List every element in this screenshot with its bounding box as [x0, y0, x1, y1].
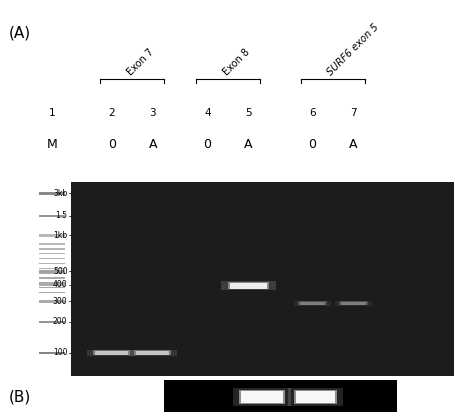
- Bar: [39, 321, 66, 323]
- Text: 0: 0: [308, 138, 316, 151]
- Text: 200: 200: [53, 317, 67, 326]
- Bar: [87, 350, 136, 356]
- Bar: [339, 301, 367, 305]
- Bar: [39, 300, 66, 303]
- Text: A: A: [349, 138, 357, 151]
- Text: 0: 0: [203, 138, 211, 151]
- Bar: [293, 390, 336, 404]
- Bar: [340, 301, 365, 305]
- Bar: [293, 301, 330, 306]
- Bar: [298, 301, 326, 305]
- Bar: [232, 388, 290, 406]
- Text: 1kb: 1kb: [53, 231, 67, 240]
- Text: SURF6 exon 5: SURF6 exon 5: [325, 22, 380, 77]
- Bar: [39, 292, 66, 293]
- Bar: [39, 273, 66, 274]
- Bar: [238, 390, 284, 404]
- Bar: [240, 391, 282, 403]
- Bar: [39, 253, 66, 255]
- Text: 500: 500: [53, 267, 67, 276]
- Text: 4: 4: [204, 108, 210, 118]
- Bar: [39, 268, 66, 269]
- Bar: [39, 287, 66, 288]
- Text: 5: 5: [245, 108, 251, 118]
- Text: 400: 400: [53, 280, 67, 289]
- Text: (A): (A): [9, 25, 31, 40]
- Bar: [39, 278, 66, 279]
- Bar: [39, 192, 66, 195]
- Text: 7: 7: [349, 108, 356, 118]
- Text: 2: 2: [108, 108, 115, 118]
- Bar: [39, 283, 66, 286]
- Bar: [39, 282, 66, 283]
- Text: 3kb: 3kb: [53, 189, 67, 198]
- Bar: [39, 352, 66, 354]
- Bar: [295, 391, 334, 403]
- Text: 300: 300: [53, 297, 67, 306]
- Text: Exon 8: Exon 8: [220, 47, 251, 77]
- Text: Exon 7: Exon 7: [125, 47, 155, 77]
- Bar: [39, 270, 66, 273]
- Text: (B): (B): [9, 390, 31, 405]
- Bar: [164, 380, 396, 412]
- Text: 6: 6: [308, 108, 315, 118]
- Bar: [39, 214, 66, 217]
- Bar: [39, 258, 66, 259]
- Bar: [128, 350, 177, 356]
- Bar: [39, 234, 66, 237]
- Bar: [39, 263, 66, 264]
- Bar: [299, 301, 324, 305]
- Text: 100: 100: [53, 348, 67, 357]
- Text: A: A: [148, 138, 157, 151]
- Bar: [287, 388, 342, 406]
- Text: 1.5: 1.5: [56, 212, 67, 220]
- Text: A: A: [244, 138, 252, 151]
- Text: 3: 3: [149, 108, 156, 118]
- Bar: [39, 243, 66, 245]
- Bar: [136, 351, 169, 355]
- Text: M: M: [47, 138, 58, 151]
- Bar: [71, 182, 453, 376]
- Bar: [334, 301, 371, 306]
- Bar: [221, 281, 275, 290]
- Text: 0: 0: [107, 138, 116, 151]
- Bar: [230, 283, 266, 289]
- Bar: [39, 248, 66, 250]
- Bar: [93, 350, 130, 355]
- Bar: [134, 350, 171, 355]
- Text: 1: 1: [49, 108, 56, 118]
- Bar: [95, 351, 128, 355]
- Bar: [227, 283, 269, 289]
